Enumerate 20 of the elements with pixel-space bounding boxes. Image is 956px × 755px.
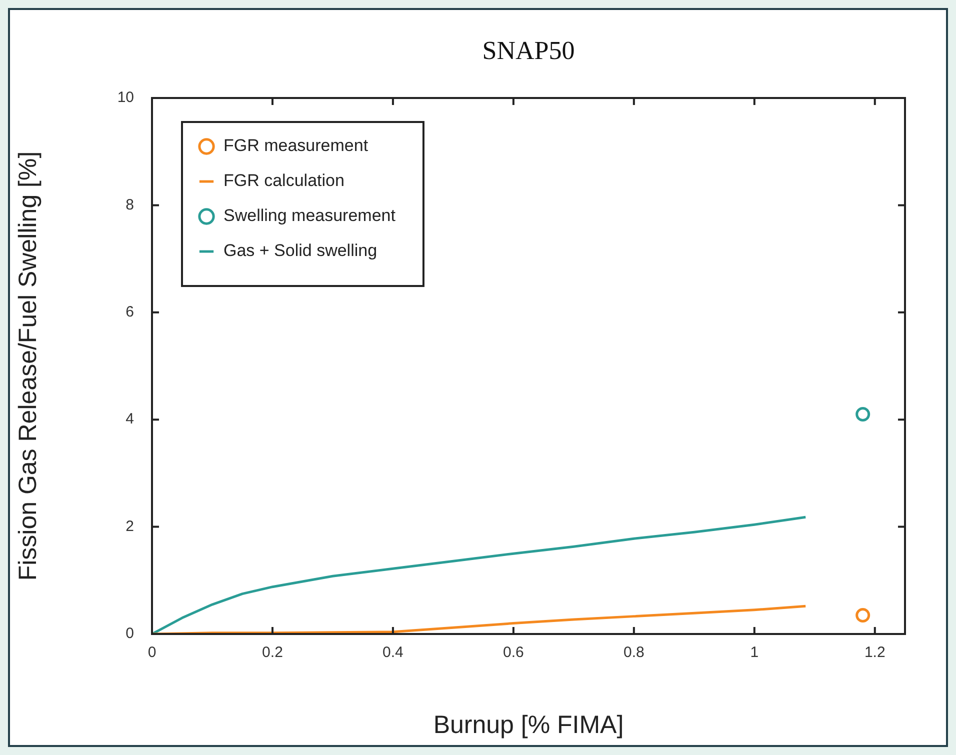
y-tick-label: 6 xyxy=(126,304,134,321)
y-tick-label: 8 xyxy=(126,196,134,214)
legend-label: FGR measurement xyxy=(224,136,368,156)
chart-title: SNAP50 xyxy=(482,36,575,65)
x-tick-label: 0.4 xyxy=(382,644,404,662)
legend-label: Gas + Solid swelling xyxy=(224,241,378,260)
y-tick-label: 4 xyxy=(126,410,134,428)
x-tick-label: 0 xyxy=(148,644,156,662)
x-tick-label: 1 xyxy=(750,644,759,662)
y-tick-label: 10 xyxy=(117,89,134,106)
y-axis-title: Fission Gas Release/Fuel Swelling [%] xyxy=(14,151,42,581)
legend-label: FGR calculation xyxy=(224,171,344,190)
legend-label: Swelling measurement xyxy=(224,206,396,226)
x-tick-label: 0.6 xyxy=(503,644,524,662)
x-tick-label: 0.8 xyxy=(623,644,644,662)
x-axis-title: Burnup [% FIMA] xyxy=(433,710,624,739)
x-tick-label: 0.2 xyxy=(262,644,283,662)
x-tick-label: 1.2 xyxy=(864,644,886,662)
y-tick-label: 0 xyxy=(126,625,134,642)
y-tick-label: 2 xyxy=(126,518,134,535)
